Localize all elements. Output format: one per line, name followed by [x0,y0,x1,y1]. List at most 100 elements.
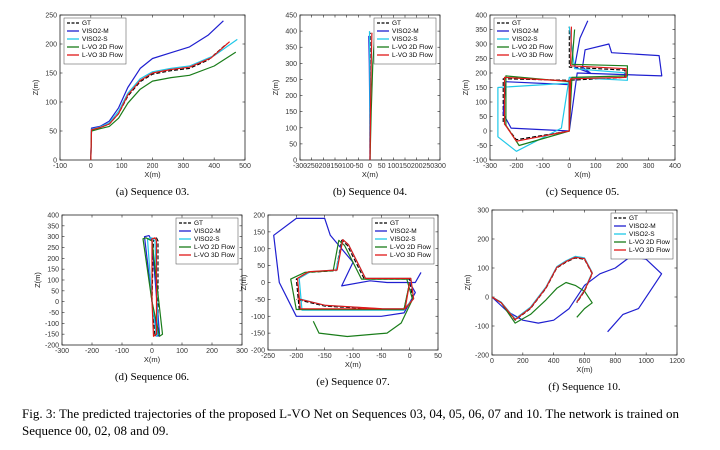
x-tick-label: 150 [399,163,411,170]
y-tick-label: 300 [477,208,489,215]
y-tick-label: 100 [47,278,59,285]
series-line-l-vo-2d-flow [290,239,414,338]
series-line-viso2-m [492,255,663,333]
series-line-l-vo-3d-flow [369,32,373,160]
y-tick-label: -150 [251,331,265,338]
legend-label: VISO2-M [512,28,539,35]
x-tick-label: 0 [150,348,154,355]
y-tick-label: -50 [477,143,487,150]
x-tick-label: 50 [434,353,442,360]
x-tick-label: 400 [208,163,220,170]
x-tick-label: 400 [669,163,681,170]
y-tick-label: 450 [285,13,297,20]
y-tick-label: 300 [47,234,59,241]
y-tick-label: 100 [475,100,487,107]
y-tick-label: 100 [45,100,57,107]
subcaption: (f) Sequence 10. [548,381,621,393]
x-tick-label: 1200 [669,358,685,365]
y-tick-label: 0 [483,129,487,136]
y-tick-label: 350 [47,223,59,230]
y-tick-label: 200 [45,42,57,49]
y-tick-label: -100 [251,314,265,321]
y-axis-label: Z(m) [271,79,280,95]
x-axis-label: X(m) [574,170,591,179]
legend-label: GT [82,20,91,27]
chart-panel-5: 0 200 400 600 800 1000 1200 -200 -100 0 100 200 300 X… [463,208,685,394]
series-line-viso2-m [273,217,422,317]
x-tick-label: -250 [261,353,275,360]
x-tick-label: 100 [116,163,128,170]
series-line-viso2-s [497,26,629,152]
x-tick-label: 400 [548,358,560,365]
y-tick-label: 50 [257,263,265,270]
y-tick-label: 400 [47,213,59,220]
legend-label: VISO2-S [194,236,220,243]
x-tick-label: 0 [89,163,93,170]
chart-panel-1: -300-250-200-150-100 -50 0 50 100 150 200 250 30… [271,13,446,199]
y-tick-label: 0 [261,280,265,287]
legend-label: VISO2-S [512,36,538,43]
y-tick-label: 50 [289,141,297,148]
x-tick-label: -300 [293,163,307,170]
y-tick-label: 250 [285,77,297,84]
legend-label: VISO2-S [390,236,416,243]
legend-label: GT [629,215,638,222]
y-tick-label: 50 [51,288,59,295]
legend-label: GT [392,20,401,27]
y-tick-label: 150 [47,267,59,274]
y-tick-label: 0 [55,299,59,306]
y-tick-label: 150 [475,85,487,92]
x-tick-label: 1000 [638,358,654,365]
y-tick-label: -150 [45,332,59,339]
y-tick-label: 150 [253,229,265,236]
x-axis-label: X(m) [576,365,593,374]
x-tick-label: -300 [55,348,69,355]
x-tick-label: 100 [387,163,399,170]
y-tick-label: -200 [251,348,265,355]
series-group [142,235,164,337]
x-tick-label: -250 [305,163,319,170]
series-line-l-vo-3d-flow [151,237,158,337]
legend-label: L-VO 3D Flow [390,252,431,259]
x-tick-label: -100 [53,163,67,170]
x-tick-label: -50 [376,353,386,360]
legend-label: VISO2-M [390,228,417,235]
x-tick-label: -150 [318,353,332,360]
x-axis-label: X(m) [144,170,161,179]
y-tick-label: -100 [45,321,59,328]
x-tick-label: -100 [340,163,354,170]
y-tick-label: 250 [45,13,57,20]
x-tick-label: 300 [643,163,655,170]
series-group [90,20,238,160]
x-tick-label: -100 [346,353,360,360]
legend-label: GT [512,20,521,27]
x-tick-label: 50 [378,163,386,170]
legend-label: VISO2-M [82,28,109,35]
y-axis-label: Z(m) [33,272,42,288]
y-tick-label: 150 [45,71,57,78]
x-tick-label: -200 [509,163,523,170]
chart-panel-4: -250 -200 -150 -100 -50 0 50-200-150-100-50050… [239,213,442,389]
legend-label: L-VO 3D Flow [392,52,433,59]
x-tick-label: 0 [567,163,571,170]
y-tick-label: -100 [475,324,489,331]
legend-label: L-VO 2D Flow [82,44,123,51]
x-tick-label: 0 [490,358,494,365]
y-axis-label: Z(m) [31,79,40,95]
y-tick-label: 300 [285,61,297,68]
subcaption: (a) Sequence 03. [116,186,190,198]
subcaption: (b) Sequence 04. [333,186,407,198]
y-tick-label: 0 [485,295,489,302]
x-tick-label: -100 [536,163,550,170]
y-tick-label: 400 [475,13,487,20]
legend-box [63,17,127,65]
chart-panel-2: -300 -200 -100 0 100 200 300 400 -100 -50 0 50 100 15… [461,13,681,199]
y-tick-label: -50 [49,310,59,317]
x-tick-label: -100 [115,348,129,355]
y-tick-label: 100 [477,266,489,273]
series-group [273,217,422,338]
y-tick-label: 100 [253,246,265,253]
series-line-l-vo-3d-flow [492,256,593,321]
